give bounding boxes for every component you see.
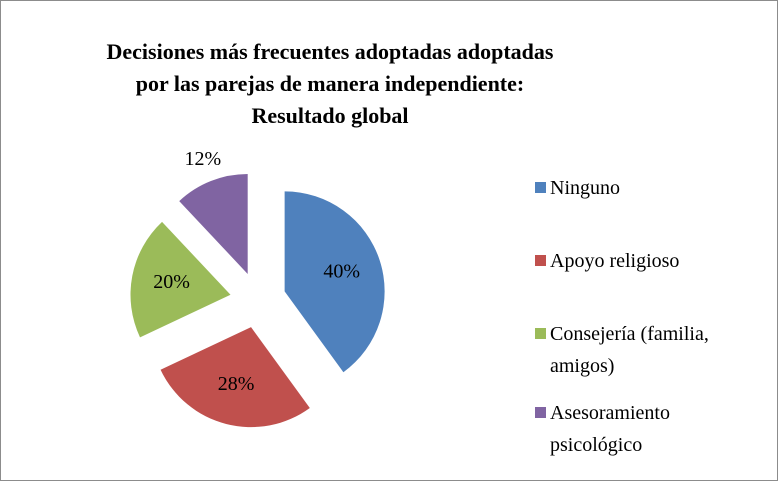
legend-item: Apoyo religioso (535, 245, 735, 277)
legend-swatch (535, 328, 546, 339)
legend-item: Asesoramiento psicológico (535, 397, 735, 461)
legend-label: Asesoramiento psicológico (550, 402, 670, 456)
data-label: 20% (153, 271, 190, 293)
legend-label: Apoyo religioso (550, 250, 680, 272)
pie-slice (130, 221, 231, 338)
pie-slice (179, 173, 248, 274)
legend-label: Consejería (familia, amigos) (550, 323, 709, 377)
data-label: 40% (323, 260, 360, 282)
legend-swatch (535, 407, 546, 418)
data-label: 12% (184, 148, 221, 170)
legend-item: Ninguno (535, 172, 735, 204)
chart-title: Decisiones más frecuentes adoptadas adop… (106, 39, 554, 128)
data-label: 28% (218, 373, 255, 395)
pie-slice (284, 191, 385, 373)
legend-label: Ninguno (550, 177, 620, 199)
legend-swatch (535, 255, 546, 266)
legend-swatch (535, 182, 546, 193)
pie-slice (160, 327, 310, 428)
legend-item: Consejería (familia, amigos) (535, 318, 735, 382)
